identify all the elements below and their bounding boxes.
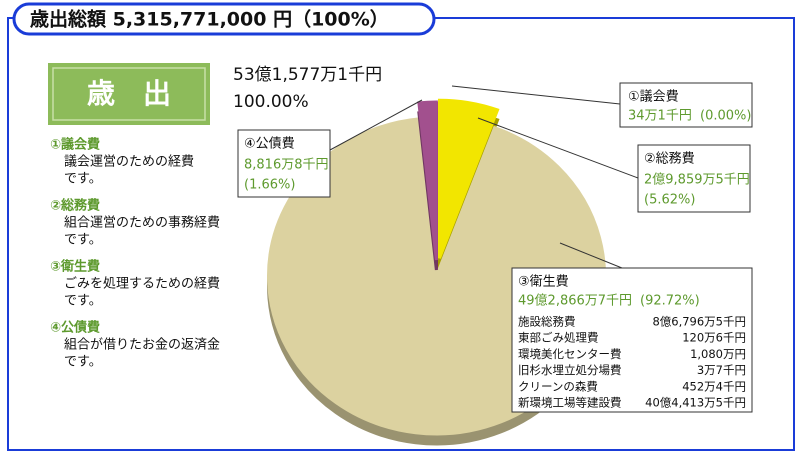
leader-line [559, 242, 623, 269]
label-box [637, 144, 751, 213]
slice-amount: 34万1千円 [628, 109, 692, 124]
leader-line [477, 117, 639, 179]
breakdown-amount: 120万6千円 [682, 331, 746, 345]
legend-description: です。 [64, 355, 102, 370]
legend-name: ①議会費 [50, 137, 100, 153]
breakdown-amount: 3万7千円 [697, 363, 746, 377]
legend-description: ごみを処理するための経費 [64, 276, 220, 292]
legend-name: ②総務費 [50, 198, 100, 214]
leader-line [451, 85, 621, 105]
pie-slice [437, 98, 500, 259]
breakdown-name: 施設総務費 [518, 315, 576, 329]
slice-amount: 8,816万8千円 [244, 158, 329, 173]
legend-name: ③衛生費 [50, 259, 100, 275]
heading-box [48, 63, 210, 125]
leaders [329, 85, 639, 269]
legend-description: です。 [64, 233, 102, 248]
legend-name: ④公債費 [50, 320, 100, 336]
title-pill [12, 2, 436, 36]
breakdown-name: 環境美化センター費 [518, 347, 622, 361]
label-box [511, 267, 753, 413]
legend-description: です。 [64, 172, 102, 187]
breakdown-amount: 40億4,413万5千円 [645, 396, 746, 410]
label-boxes [237, 82, 753, 413]
pie-slice [417, 100, 438, 261]
slice-percent: (5.62%) [644, 193, 695, 208]
slice-name: ③衛生費 [518, 275, 569, 290]
slice-percent: (1.66%) [244, 178, 295, 193]
slice-name: ②総務費 [644, 152, 695, 167]
breakdown-amount: 452万4千円 [682, 379, 746, 393]
total-amount: 53億1,577万1千円 [233, 65, 382, 85]
labels: ①議会費 34万1千円 (0.00%) ②総務費 2億9,859万5千円 (5.62%) ④… [50, 90, 751, 410]
breakdown-name: 新環境工場等建設費 [518, 396, 622, 410]
breakdown-amount: 8億6,796万5千円 [652, 315, 746, 329]
slice-amount: 2億9,859万5千円 [644, 173, 750, 188]
legend-description: 組合が借りたお金の返済金 [64, 338, 220, 353]
slice-amount: 49億2,866万7千円 [518, 294, 632, 309]
breakdown-name: 東部ごみ処理費 [518, 331, 599, 345]
slice-name: ①議会費 [628, 90, 679, 105]
breakdown-name: クリーンの森費 [518, 379, 598, 393]
total-percent: 100.00% [233, 92, 309, 112]
heading-inner [52, 67, 206, 121]
leader-line [329, 99, 423, 151]
slice-percent: (0.00%) [700, 109, 751, 124]
slice-name: ④公債費 [244, 137, 295, 152]
legend-description: です。 [64, 294, 102, 309]
legend-description: 組合運営のための事務経費 [64, 216, 220, 231]
breakdown-amount: 1,080万円 [690, 347, 746, 361]
legend-description: 議会運営のための経費 [64, 155, 194, 170]
label-box [619, 82, 753, 128]
slice-percent: (92.72%) [640, 294, 700, 309]
breakdown-name: 旧杉水埋立処分場費 [518, 363, 622, 377]
label-box [237, 129, 331, 198]
title: 歳出総額 5,315,771,000 円（100%） [30, 8, 389, 31]
heading: 歳 出 [87, 77, 171, 110]
